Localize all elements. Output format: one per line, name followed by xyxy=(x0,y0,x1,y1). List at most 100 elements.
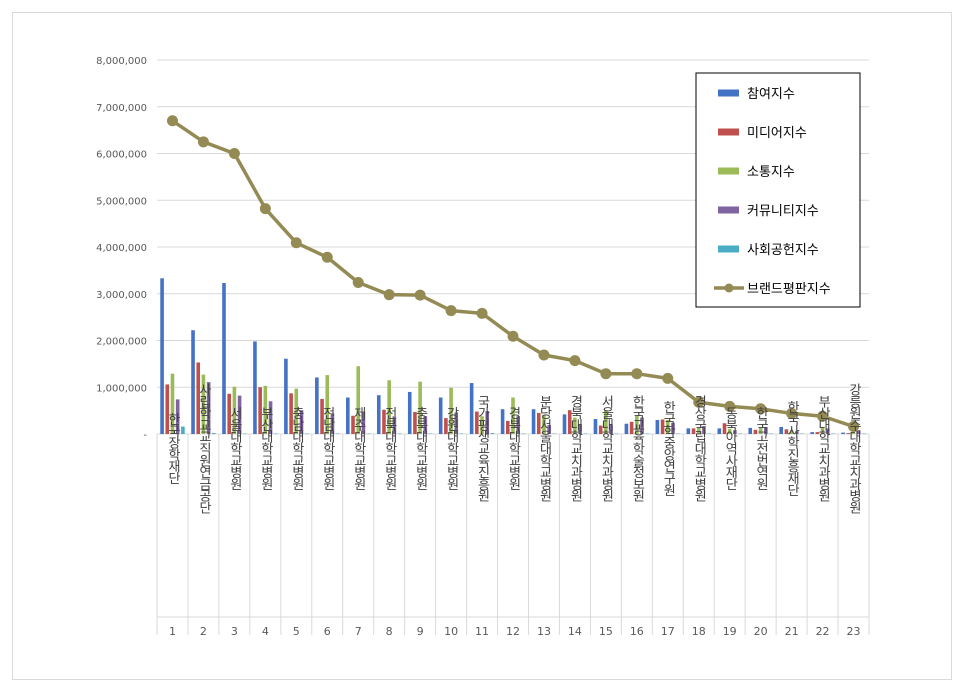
legend-label: 커뮤니티지수 xyxy=(747,204,819,219)
bar-2 xyxy=(475,411,479,434)
legend-label: 브랜드평판지수 xyxy=(747,282,831,297)
bar-4 xyxy=(640,417,644,434)
bar-1 xyxy=(284,358,288,434)
y-tick-label: 7,000,000 xyxy=(96,103,147,114)
bar-group xyxy=(810,426,835,435)
brand-index-point xyxy=(414,289,426,301)
bar-2 xyxy=(320,398,324,434)
bar-5 xyxy=(521,433,526,435)
rank-label: 1 xyxy=(169,625,176,638)
rank-label: 21 xyxy=(785,625,799,638)
legend-swatch xyxy=(718,128,739,136)
bar-3 xyxy=(696,427,701,434)
bar-4 xyxy=(578,424,582,434)
bar-1 xyxy=(315,377,319,434)
bar-group xyxy=(346,366,371,435)
category-label: 국가평생교육진흥원 xyxy=(475,395,490,503)
bar-5 xyxy=(242,433,247,435)
category-label: 충남대학교병원 xyxy=(289,407,304,491)
bar-5 xyxy=(428,433,433,435)
bar-2 xyxy=(289,393,293,434)
bar-1 xyxy=(500,409,505,434)
bar-3 xyxy=(387,380,391,434)
bar-group xyxy=(407,381,433,435)
bar-3 xyxy=(789,430,794,434)
rank-label: 8 xyxy=(386,625,393,638)
brand-index-point xyxy=(228,148,240,159)
bar-group xyxy=(686,426,711,435)
brand-index-point xyxy=(197,136,209,148)
rank-label: 20 xyxy=(754,625,768,638)
brand-index-point xyxy=(631,368,643,380)
bar-group xyxy=(593,410,619,435)
bar-2 xyxy=(660,419,665,434)
bar-4 xyxy=(392,416,397,434)
bar-group xyxy=(191,330,216,434)
bar-3 xyxy=(511,397,515,434)
rank-label: 6 xyxy=(324,625,331,638)
bar-5 xyxy=(583,433,588,435)
bar-2 xyxy=(196,362,201,434)
bar-2 xyxy=(444,418,448,434)
bar-5 xyxy=(335,433,340,435)
bar-1 xyxy=(593,419,598,434)
bar-1 xyxy=(717,428,722,434)
bar-5 xyxy=(614,433,619,435)
bar-4 xyxy=(733,430,737,434)
bar-2 xyxy=(536,412,541,434)
bar-1 xyxy=(655,419,660,434)
bar-1 xyxy=(686,428,691,434)
bar-3 xyxy=(665,419,670,434)
x-axis-categories: 한국장학재단 1 사립학교교직원연금공단 2 서울대학교병원 3 부산대학교병원 4 충남대학교… xyxy=(156,383,870,638)
bar-2 xyxy=(413,412,417,434)
bar-group xyxy=(779,426,804,435)
bar-group xyxy=(717,423,742,435)
bar-1 xyxy=(191,330,195,434)
rank-label: 15 xyxy=(599,625,613,638)
rank-label: 11 xyxy=(475,625,489,638)
y-tick-label: 4,000,000 xyxy=(96,243,147,254)
bar-4 xyxy=(237,395,242,434)
bar-1 xyxy=(841,432,845,434)
brand-index-point xyxy=(693,396,705,408)
category-label: 서울대학교치과병원 xyxy=(598,395,613,503)
legend-label: 소통지수 xyxy=(747,165,795,180)
bar-1 xyxy=(438,397,443,434)
bar-4 xyxy=(671,422,675,434)
bar-3 xyxy=(325,375,330,434)
bar-5 xyxy=(676,433,680,435)
bar-2 xyxy=(598,425,603,434)
bar-group xyxy=(253,341,278,435)
rank-label: 17 xyxy=(661,625,675,638)
bar-3 xyxy=(356,366,361,434)
category-label: 한국장학재단 xyxy=(165,413,180,485)
category-label: 부산대학교병원 xyxy=(258,407,273,491)
bar-4 xyxy=(454,412,459,434)
gridlines xyxy=(157,59,869,435)
bar-group xyxy=(315,375,340,435)
bar-5 xyxy=(459,433,464,435)
bar-1 xyxy=(562,414,567,434)
bar-5 xyxy=(800,433,804,435)
category-label: 분당서울대학교병원 xyxy=(536,395,551,503)
bar-5 xyxy=(181,426,185,434)
category-label: 전남대학교병원 xyxy=(320,407,335,491)
bar-4 xyxy=(764,426,768,434)
bar-group xyxy=(562,410,588,435)
bar-3 xyxy=(480,416,484,434)
bar-4 xyxy=(795,431,799,434)
bar-4 xyxy=(702,426,706,434)
brand-index-point xyxy=(724,400,736,412)
brand-index-point xyxy=(476,307,488,319)
rank-label: 14 xyxy=(568,625,582,638)
bar-3 xyxy=(449,387,453,434)
rank-label: 12 xyxy=(506,625,520,638)
category-label: 한국학중앙연구원 xyxy=(660,401,675,497)
bar-group xyxy=(841,430,866,435)
brand-index-point xyxy=(538,349,550,361)
bar-4 xyxy=(361,411,366,434)
category-label: 동북아역사재단 xyxy=(722,407,737,491)
bar-2 xyxy=(722,423,727,434)
brand-index-point xyxy=(321,251,333,263)
brand-index-point xyxy=(817,410,829,422)
